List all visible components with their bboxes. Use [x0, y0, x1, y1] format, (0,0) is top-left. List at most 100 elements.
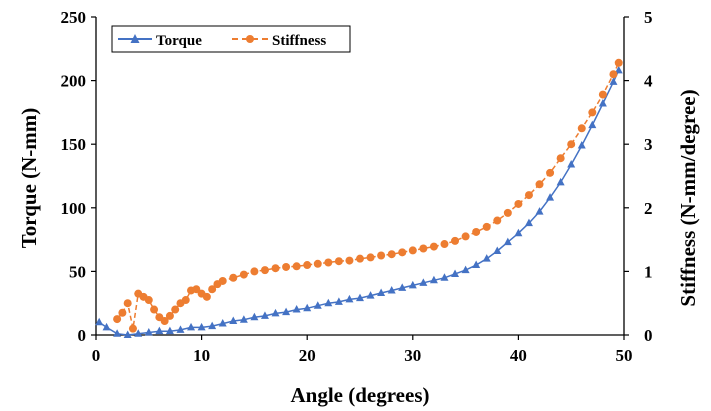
- torque-point: [292, 305, 301, 313]
- stiffness-point: [313, 259, 322, 268]
- torque-point: [398, 283, 407, 291]
- torque-point: [614, 65, 623, 74]
- stiffness-point: [260, 266, 269, 275]
- torque-point: [503, 237, 512, 246]
- y-tick-label: 250: [61, 8, 87, 27]
- stiffness-point: [429, 242, 438, 251]
- torque-point: [144, 327, 153, 336]
- y-axis-title: Torque (N-mm): [17, 108, 41, 249]
- torque-point: [609, 77, 618, 85]
- y2-tick-label: 1: [644, 262, 653, 281]
- torque-point: [303, 303, 312, 312]
- torque-point: [134, 329, 143, 337]
- y2-tick-label: 3: [644, 135, 653, 154]
- stiffness-point: [408, 246, 417, 255]
- torque-point: [95, 317, 104, 326]
- stiffness-point: [356, 254, 364, 263]
- torque-point: [366, 291, 375, 299]
- stiffness-point: [598, 90, 607, 99]
- torque-point: [334, 297, 343, 305]
- legend: Torque Stiffness: [111, 25, 351, 53]
- stiffness-point: [482, 222, 491, 231]
- torque-point: [461, 265, 470, 274]
- stiffness-point: [451, 236, 460, 245]
- x-tick-label: 40: [510, 346, 527, 365]
- stiffness-point: [144, 296, 153, 305]
- stiffness-point: [334, 257, 343, 266]
- torque-point: [588, 120, 597, 129]
- y-tick-label: 100: [61, 199, 87, 218]
- stiffness-point: [229, 273, 238, 282]
- torque-point: [239, 315, 248, 323]
- legend-stiffness-label: Stiffness: [272, 33, 326, 49]
- torque-point: [356, 293, 364, 302]
- torque-point: [408, 280, 417, 289]
- stiffness-point: [588, 108, 597, 117]
- torque-point: [345, 294, 354, 303]
- torque-series-line: [98, 70, 620, 336]
- x-axis-title: Angle (degrees): [291, 383, 430, 407]
- stiffness-point: [535, 180, 544, 189]
- stiffness-point: [419, 244, 428, 253]
- torque-point: [387, 285, 396, 294]
- y-tick-label: 50: [69, 262, 86, 281]
- stiffness-point: [282, 262, 291, 271]
- stiffness-point: [208, 285, 217, 294]
- stiffness-point: [609, 70, 618, 79]
- torque-point: [377, 288, 386, 297]
- y2-tick-label: 2: [644, 199, 653, 218]
- stiffness-point: [556, 154, 565, 163]
- torque-point: [419, 278, 428, 286]
- stiffness-point: [524, 191, 533, 200]
- stiffness-point: [250, 267, 259, 276]
- stiffness-point: [546, 168, 555, 177]
- stiffness-point: [271, 264, 280, 273]
- torque-point: [218, 319, 227, 327]
- x-tick-label: 10: [193, 346, 210, 365]
- torque-point: [556, 177, 565, 186]
- torque-point: [187, 322, 196, 331]
- stiffness-point: [503, 208, 512, 217]
- torque-point: [250, 312, 259, 321]
- torque-point: [472, 260, 481, 269]
- stiffness-point: [128, 324, 137, 333]
- stiffness-point: [118, 308, 127, 317]
- y2-tick-label: 4: [644, 72, 653, 91]
- stiffness-point: [123, 299, 132, 308]
- stiffness-point: [387, 250, 396, 259]
- legend-stiffness-marker: [246, 35, 254, 43]
- stiffness-point: [192, 285, 201, 294]
- torque-point: [197, 322, 206, 331]
- stiffness-point: [303, 261, 312, 270]
- y-tick-label: 0: [78, 326, 87, 345]
- stiffness-point: [377, 251, 386, 260]
- x-tick-label: 20: [299, 346, 316, 365]
- x-tick-label: 30: [404, 346, 421, 365]
- stiffness-point: [577, 124, 586, 133]
- stiffness-point: [239, 270, 248, 279]
- stiffness-point: [514, 199, 523, 208]
- torque-point: [123, 330, 132, 338]
- stiffness-point: [461, 232, 470, 241]
- legend-torque-marker: [130, 34, 140, 43]
- torque-point: [524, 218, 533, 227]
- torque-point: [102, 322, 111, 331]
- stiffness-point: [345, 256, 354, 265]
- stiffness-point: [165, 311, 174, 320]
- stiffness-point: [614, 58, 623, 67]
- stiffness-point: [292, 262, 301, 271]
- x-tick-label: 50: [616, 346, 633, 365]
- stiffness-point: [150, 305, 159, 314]
- stiffness-point: [398, 248, 407, 257]
- y-tick-label: 200: [61, 72, 87, 91]
- y2-tick-label: 0: [644, 326, 653, 345]
- torque-point: [229, 316, 238, 325]
- torque-point: [482, 254, 491, 262]
- torque-point: [324, 298, 333, 307]
- torque-point: [429, 275, 438, 284]
- torque-point: [451, 269, 460, 277]
- torque-point: [113, 329, 122, 337]
- stiffness-point: [160, 317, 169, 326]
- torque-point: [493, 246, 502, 255]
